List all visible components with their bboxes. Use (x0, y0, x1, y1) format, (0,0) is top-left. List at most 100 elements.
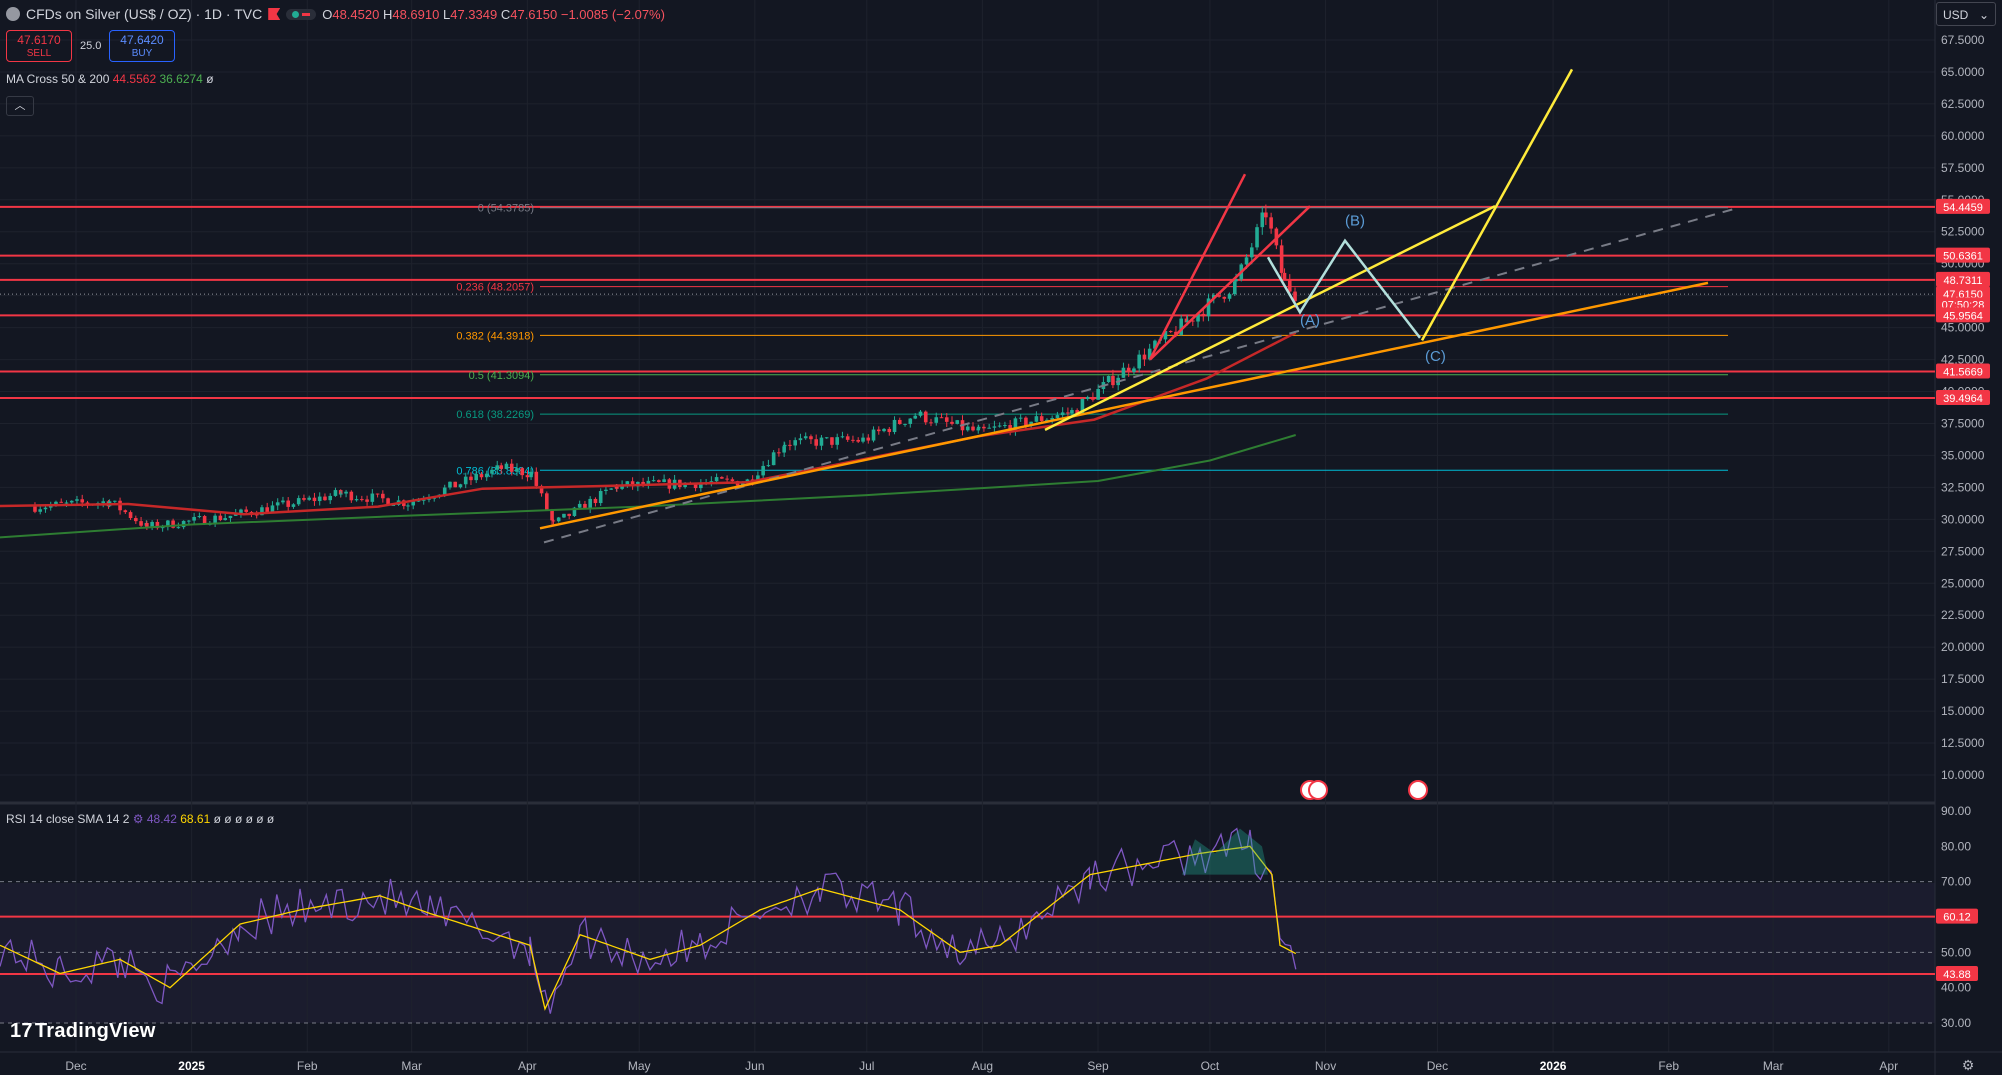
candle-body (793, 440, 797, 446)
rsi-settings-icon[interactable]: ⚙ (132, 812, 144, 826)
candle-body (260, 507, 264, 516)
price-tick-label: 35.0000 (1941, 448, 1985, 462)
spread-value: 25.0 (80, 40, 102, 52)
candle-body (375, 493, 380, 495)
candle-body (861, 437, 865, 442)
candle-body (830, 437, 834, 445)
candle-body (1279, 245, 1284, 273)
price-label-box (1936, 307, 1990, 323)
candle-body (1142, 354, 1147, 360)
candle-body (824, 437, 829, 439)
candle-body (1269, 217, 1273, 229)
sell-button[interactable]: 47.6170 SELL (6, 30, 72, 62)
candle-body (641, 481, 645, 486)
buy-button[interactable]: 47.6420 BUY (109, 30, 175, 62)
candle-body (1045, 419, 1049, 422)
rsi-extra: ø ø ø ø ø ø (213, 812, 275, 826)
candle-body (965, 426, 970, 431)
rsi-level-text: 60.12 (1943, 912, 1971, 924)
candle-body (176, 527, 181, 529)
candle-body (1055, 415, 1060, 418)
candle-body (213, 515, 217, 524)
candle-body (1206, 298, 1211, 317)
candle-body (976, 426, 981, 429)
candle-body (777, 452, 781, 454)
price-label-box (1936, 271, 1990, 287)
candle-body (1293, 291, 1297, 302)
yellow-support-line (1044, 205, 1496, 431)
candle-body (286, 500, 290, 507)
candle-body (625, 481, 630, 485)
red-wedge-upper-line (1148, 173, 1247, 361)
candle-body (150, 521, 154, 527)
candle-body (604, 489, 608, 491)
candle-body (572, 507, 577, 516)
rsi-value: 48.42 (146, 812, 177, 826)
collapse-legend-button[interactable]: ︿ (6, 96, 34, 116)
candle-body (1147, 348, 1152, 360)
ma-cross-legend[interactable]: MA Cross 50 & 200 44.5562 36.6274 ø (6, 72, 214, 86)
fib-level-label: 0.236 (48.2057) (456, 282, 534, 294)
candle-body (840, 436, 845, 438)
candle-body (693, 483, 698, 489)
candle-body (296, 498, 301, 505)
candle-body (771, 452, 776, 466)
candle-body (123, 510, 128, 513)
candle-body (270, 505, 275, 513)
rsi-legend[interactable]: RSI 14 close SMA 14 2 ⚙ 48.42 68.61 ø ø … (6, 812, 274, 826)
candle-body (971, 426, 975, 431)
price-tick-label: 45.0000 (1941, 321, 1985, 335)
ma200-value: 36.6274 (159, 72, 203, 86)
rsi-level-box (1936, 908, 1978, 924)
red-wedge-lower-line (1149, 205, 1311, 361)
candle-body (218, 515, 223, 521)
candle-body (275, 502, 280, 506)
flag-icon[interactable] (268, 8, 281, 20)
candle-body (1185, 320, 1190, 323)
wave-label: (B) (1345, 212, 1365, 229)
candle-body (814, 439, 818, 446)
price-tick-label: 20.0000 (1941, 640, 1985, 654)
candle-body (657, 480, 661, 483)
candle-body (244, 509, 248, 512)
time-tick-label: Apr (1879, 1059, 1898, 1073)
candle-body (499, 465, 504, 469)
data-status-icon (302, 12, 311, 16)
candle-body (918, 411, 923, 416)
candle-body (427, 498, 431, 500)
time-tick-label: Aug (972, 1059, 993, 1073)
price-label-text: 48.7311 (1944, 275, 1983, 287)
candle-body (139, 521, 143, 526)
time-tick-label: May (628, 1059, 651, 1073)
candle-body (593, 498, 598, 504)
currency-select[interactable]: USD ⌄ (1936, 2, 1996, 26)
symbol-icon[interactable] (6, 7, 20, 21)
candle-body (365, 499, 369, 502)
market-status-badge[interactable] (286, 8, 317, 20)
candle-body (598, 490, 603, 504)
rsi-band-background (0, 883, 1935, 1023)
candle-body (1222, 296, 1227, 299)
fib-level-label: 0 (54.3785) (478, 203, 534, 215)
candle-body (349, 491, 354, 501)
change-value: −1.0085 (−2.07%) (560, 6, 665, 22)
tradingview-mark-icon: 17 (10, 1020, 33, 1042)
rsi-level-box (1936, 965, 1978, 981)
economic-event-icon (1408, 780, 1428, 800)
candle-body (562, 513, 566, 518)
candle-body (281, 500, 285, 503)
candle-body (113, 500, 117, 502)
price-label-text: 50.6361 (1943, 251, 1983, 263)
symbol-title[interactable]: CFDs on Silver (US$ / OZ) · 1D · TVC (26, 6, 263, 22)
candle-body (370, 493, 375, 502)
price-label-box (1936, 198, 1990, 214)
candle-body (411, 501, 416, 506)
buy-label: BUY (131, 48, 153, 59)
wave-label: (A) (1300, 312, 1320, 329)
candle-body (1075, 410, 1079, 414)
economic-event-icon (1308, 780, 1328, 800)
rsi-indicator-name: RSI 14 close SMA 14 2 (6, 812, 130, 826)
candle-body (223, 518, 227, 521)
candle-body (987, 427, 991, 429)
